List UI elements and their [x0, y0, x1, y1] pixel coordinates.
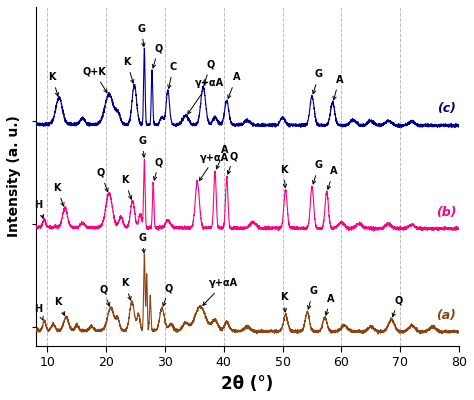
Text: G: G — [312, 69, 323, 94]
Text: Q: Q — [163, 283, 173, 306]
Text: K: K — [53, 183, 64, 206]
Text: K: K — [280, 165, 288, 188]
Y-axis label: Intensity (a. u.): Intensity (a. u.) — [7, 116, 21, 238]
Text: K: K — [55, 297, 64, 315]
Text: G: G — [312, 160, 323, 184]
X-axis label: 2θ (°): 2θ (°) — [221, 375, 273, 393]
Text: Q: Q — [228, 151, 238, 174]
Text: K: K — [49, 72, 59, 96]
Text: G: G — [138, 136, 146, 157]
Text: Q: Q — [99, 284, 110, 306]
Text: A: A — [216, 145, 228, 169]
Text: Q+K: Q+K — [82, 67, 107, 93]
Text: G: G — [137, 24, 146, 46]
Text: C: C — [168, 62, 177, 88]
Text: H: H — [35, 200, 44, 218]
Text: (b): (b) — [436, 206, 456, 218]
Text: K: K — [121, 175, 132, 199]
Text: K: K — [121, 278, 131, 300]
Text: A: A — [228, 72, 240, 98]
Text: Q: Q — [97, 168, 108, 192]
Text: Q: Q — [152, 43, 163, 68]
Text: G: G — [138, 233, 146, 253]
Text: A: A — [325, 294, 334, 315]
Text: γ+αA: γ+αA — [203, 278, 238, 305]
Text: (c): (c) — [437, 102, 456, 116]
Text: A: A — [333, 74, 343, 100]
Text: Q: Q — [154, 157, 163, 180]
Text: K: K — [123, 57, 134, 83]
Text: γ+αA: γ+αA — [200, 152, 229, 181]
Text: H: H — [35, 304, 43, 320]
Text: A: A — [327, 166, 337, 189]
Text: (a): (a) — [436, 309, 456, 322]
Text: G: G — [308, 286, 317, 309]
Text: γ+αA: γ+αA — [188, 78, 223, 114]
Text: Q: Q — [204, 59, 214, 85]
Text: K: K — [280, 292, 288, 312]
Text: Q: Q — [392, 295, 402, 317]
